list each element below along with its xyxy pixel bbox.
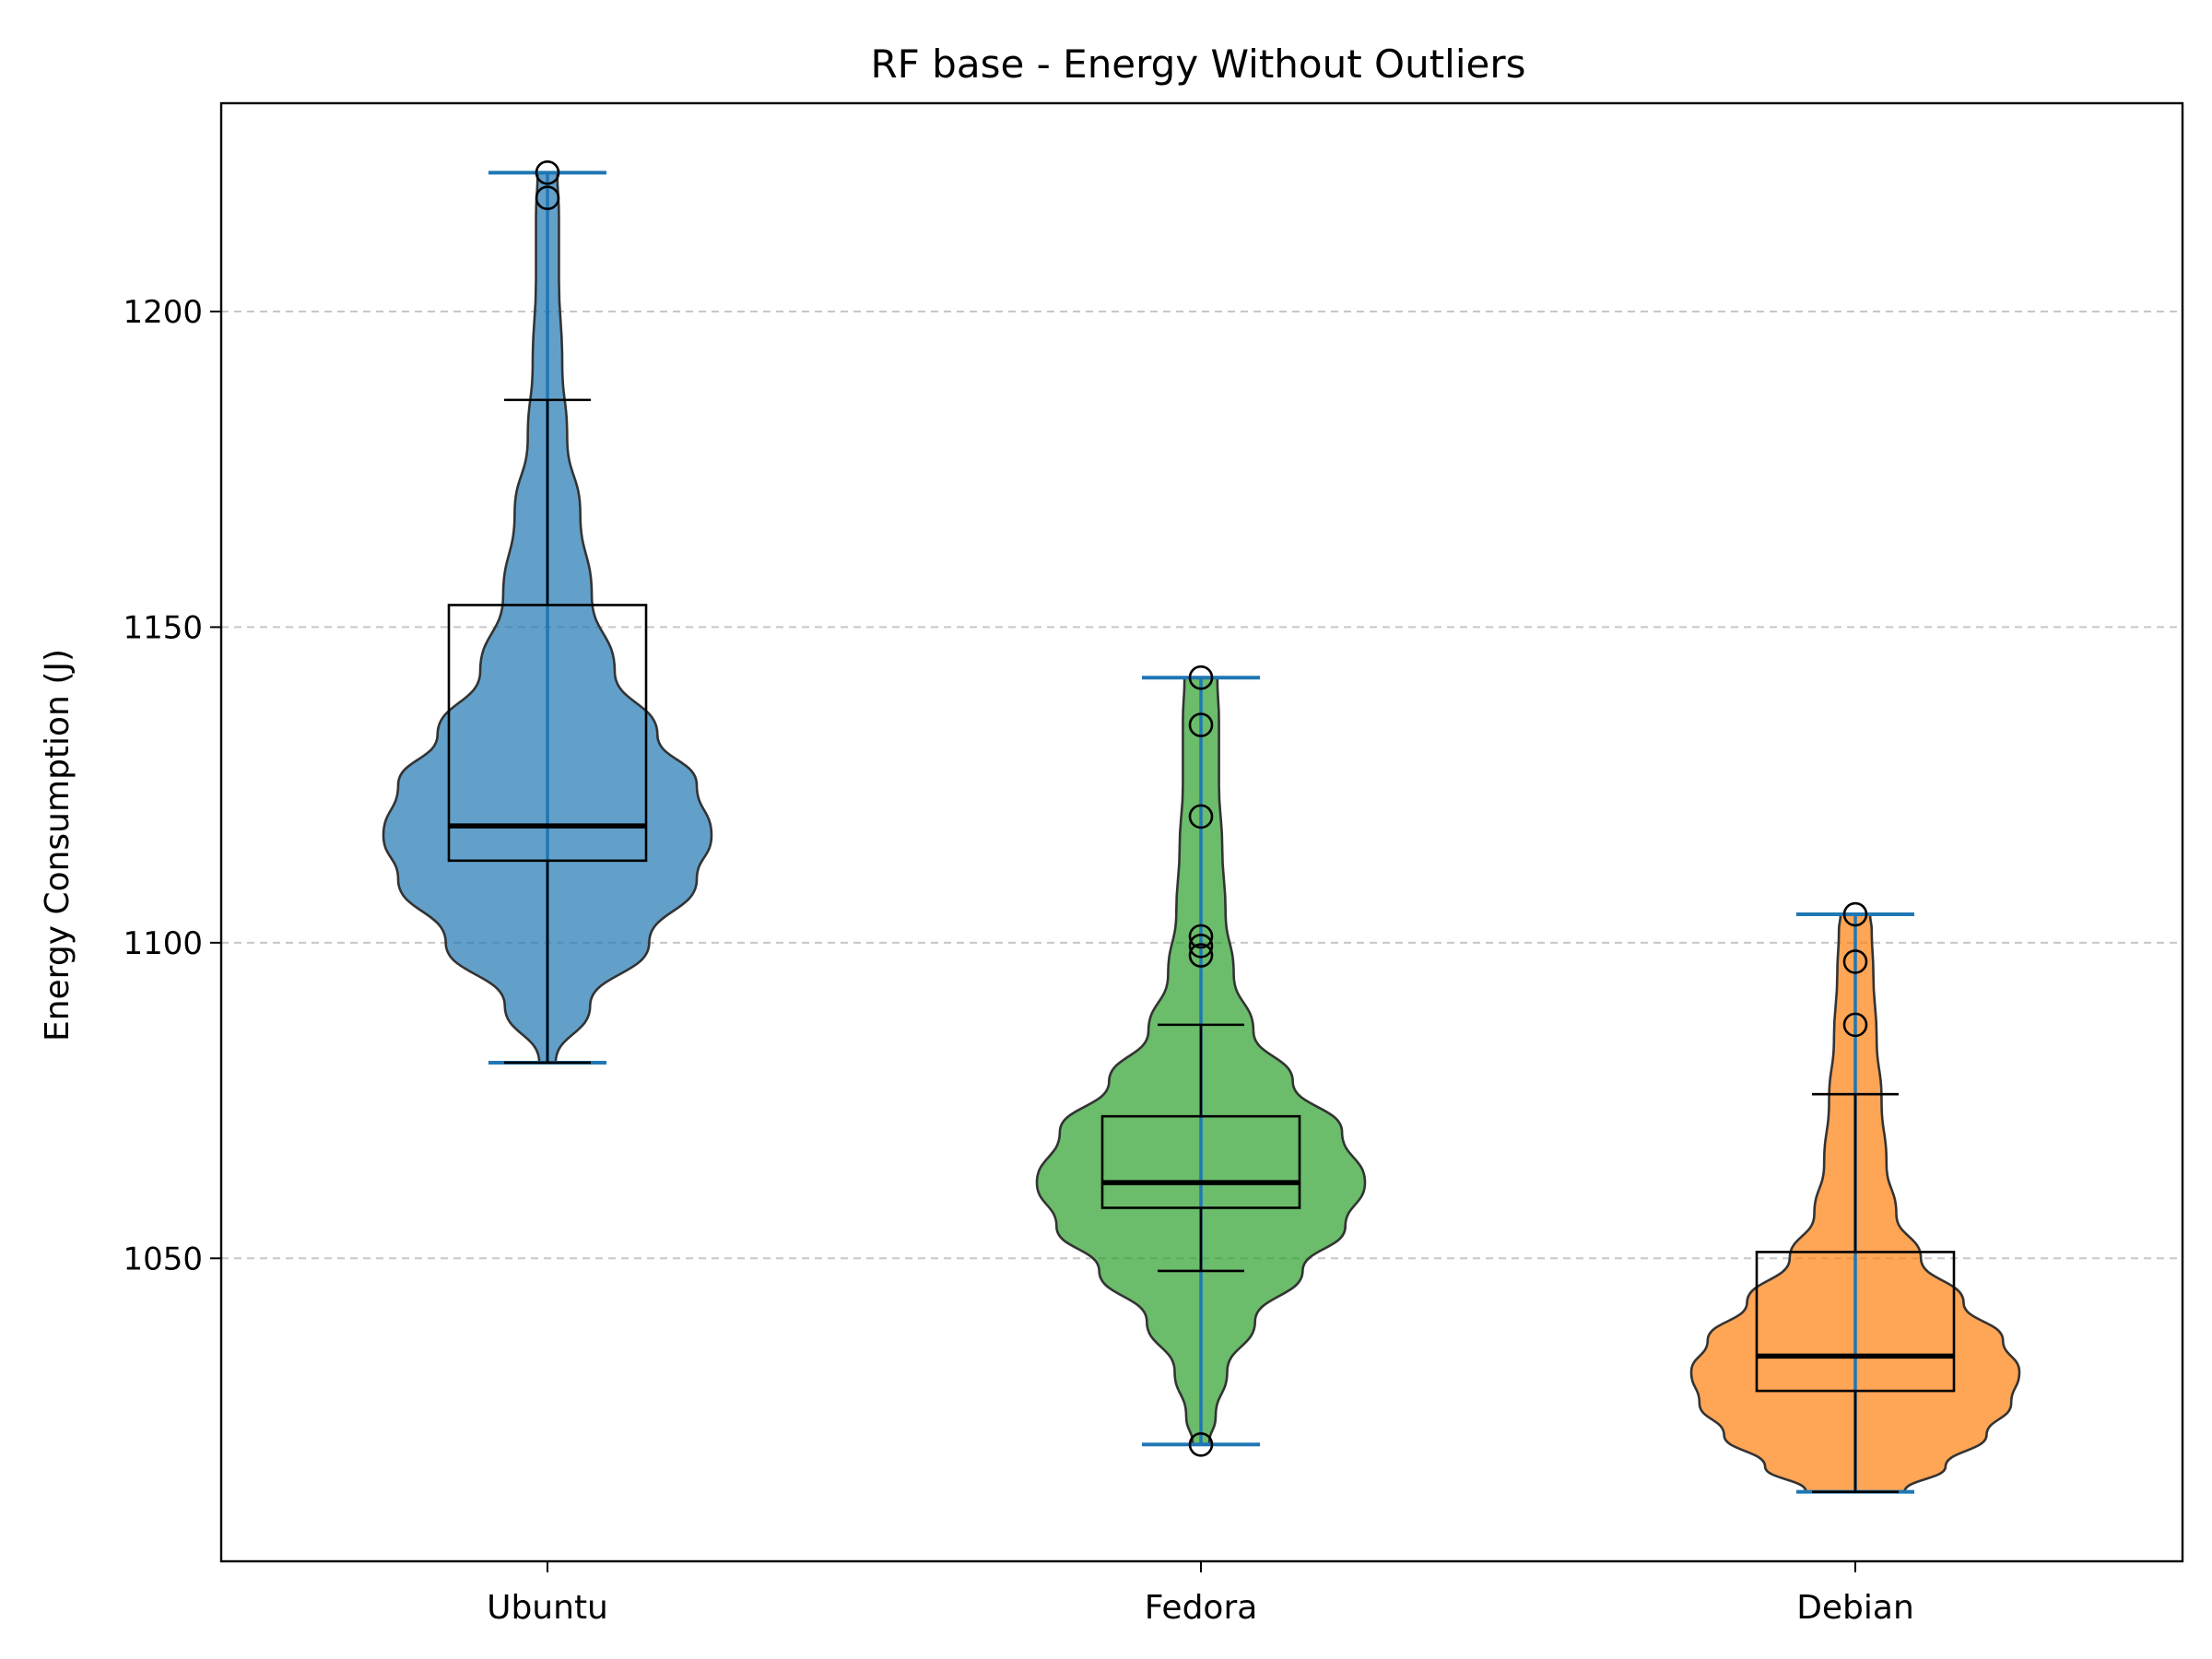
- outlier-point-fedora: [1188, 712, 1214, 737]
- outlier-point-fedora: [1188, 933, 1214, 959]
- outlier-point-fedora: [1188, 1432, 1214, 1457]
- iqr-box-fedora: [1100, 1114, 1301, 1209]
- y-tick-label: 1050: [123, 1241, 203, 1277]
- iqr-box-ubuntu: [447, 604, 648, 863]
- outlier-point-fedora: [1188, 943, 1214, 968]
- y-tick-label: 1100: [123, 925, 203, 962]
- outlier-point-fedora: [1188, 924, 1214, 949]
- outlier-point-fedora: [1188, 665, 1214, 690]
- outlier-point-ubuntu: [535, 185, 560, 211]
- box-plots: [447, 398, 1956, 1493]
- iqr-box-debian: [1755, 1251, 1956, 1393]
- outlier-point-debian: [1842, 901, 1868, 927]
- axis-ticks: 1050 1100 1150 1200 Ubuntu Fedora Debian: [123, 294, 1913, 1627]
- outlier-point-debian: [1842, 949, 1868, 974]
- y-axis-label: Energy Consumption (J): [39, 649, 76, 1041]
- y-tick-label: 1150: [123, 609, 203, 646]
- x-tick-label: Fedora: [1145, 1589, 1258, 1627]
- outlier-point-fedora: [1188, 804, 1214, 830]
- outlier-point-ubuntu: [535, 160, 560, 185]
- x-tick-label: Ubuntu: [487, 1589, 608, 1627]
- x-tick-label: Debian: [1796, 1589, 1914, 1627]
- outlier-points: [535, 160, 1868, 1457]
- outlier-point-debian: [1842, 1012, 1868, 1038]
- chart-title: RF base - Energy Without Outliers: [870, 41, 1525, 87]
- y-tick-label: 1200: [123, 294, 203, 331]
